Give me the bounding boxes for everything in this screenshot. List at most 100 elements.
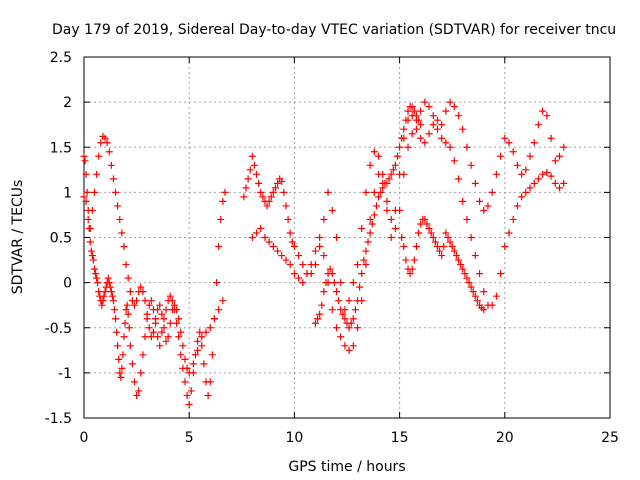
data-point	[425, 130, 433, 138]
data-point	[415, 116, 423, 124]
data-point	[204, 391, 212, 399]
data-point	[282, 202, 290, 210]
data-point	[265, 197, 273, 205]
data-point	[446, 98, 454, 106]
data-point	[505, 229, 513, 237]
data-point	[328, 206, 336, 214]
data-point	[412, 112, 420, 120]
data-point	[547, 172, 555, 180]
data-point	[337, 279, 345, 287]
data-point	[408, 130, 416, 138]
data-point	[320, 288, 328, 296]
data-point	[242, 184, 250, 192]
data-point	[97, 139, 105, 147]
y-tick-label: 1.5	[50, 140, 72, 156]
data-point	[539, 107, 547, 115]
data-point	[215, 243, 223, 251]
data-point	[118, 229, 126, 237]
data-point	[393, 152, 401, 160]
data-point	[522, 166, 530, 174]
data-point	[83, 188, 91, 196]
data-point	[299, 261, 307, 269]
data-point	[111, 306, 119, 314]
data-point	[377, 188, 385, 196]
data-point	[372, 202, 380, 210]
data-point	[547, 134, 555, 142]
data-point	[463, 143, 471, 151]
data-point	[465, 279, 473, 287]
data-point	[295, 274, 303, 282]
data-point	[244, 175, 252, 183]
data-point	[160, 315, 168, 323]
data-point	[328, 306, 336, 314]
data-point	[278, 178, 286, 186]
data-point	[488, 301, 496, 309]
data-point	[534, 175, 542, 183]
data-point	[457, 261, 465, 269]
data-point	[358, 224, 366, 232]
data-point	[408, 265, 416, 273]
data-point	[387, 215, 395, 223]
data-point	[170, 301, 178, 309]
data-point	[513, 161, 521, 169]
data-point	[82, 197, 90, 205]
data-point	[330, 279, 338, 287]
data-point	[253, 170, 261, 178]
data-point	[105, 148, 113, 156]
data-point	[189, 360, 197, 368]
data-point	[345, 346, 353, 354]
data-point	[444, 234, 452, 241]
data-point	[133, 391, 141, 399]
data-point	[436, 247, 444, 255]
data-point	[269, 243, 277, 251]
data-point	[139, 351, 147, 359]
data-point	[314, 315, 322, 323]
data-point	[450, 247, 458, 255]
data-point	[164, 333, 172, 341]
data-point	[551, 157, 559, 165]
data-point	[368, 220, 376, 228]
data-point	[257, 188, 265, 196]
data-point	[86, 238, 94, 246]
data-point	[206, 324, 214, 332]
data-point	[410, 107, 418, 115]
data-point	[179, 342, 187, 350]
chart-title: Day 179 of 2019, Sidereal Day-to-day VTE…	[52, 22, 616, 38]
data-point	[316, 234, 324, 241]
data-point	[113, 328, 121, 336]
data-point	[389, 166, 397, 174]
data-point	[402, 116, 410, 124]
y-tick-label: 0.5	[50, 231, 72, 247]
data-point	[383, 197, 391, 205]
data-point	[522, 188, 530, 196]
data-point	[400, 125, 408, 133]
data-point	[518, 193, 526, 201]
data-point	[543, 112, 551, 120]
y-tick-label: -1	[58, 366, 72, 382]
data-point	[345, 297, 353, 305]
data-point	[255, 179, 263, 187]
data-point	[108, 292, 116, 300]
data-point	[221, 188, 229, 196]
data-point	[332, 288, 340, 296]
data-point	[116, 215, 124, 223]
data-point	[375, 152, 383, 160]
data-point	[130, 301, 138, 309]
data-point	[455, 256, 463, 264]
data-point	[135, 387, 143, 395]
data-point	[130, 378, 138, 386]
grid-lines	[84, 57, 610, 418]
data-point	[423, 220, 431, 228]
data-point	[82, 170, 90, 178]
data-point	[480, 206, 488, 214]
data-point	[429, 234, 437, 241]
data-point	[526, 152, 534, 160]
data-point	[400, 170, 408, 178]
data-point	[114, 202, 122, 210]
data-point	[115, 355, 123, 363]
data-point	[107, 288, 115, 296]
data-point	[425, 224, 433, 232]
data-point	[427, 229, 435, 237]
data-point	[86, 224, 94, 232]
data-point	[104, 274, 112, 282]
